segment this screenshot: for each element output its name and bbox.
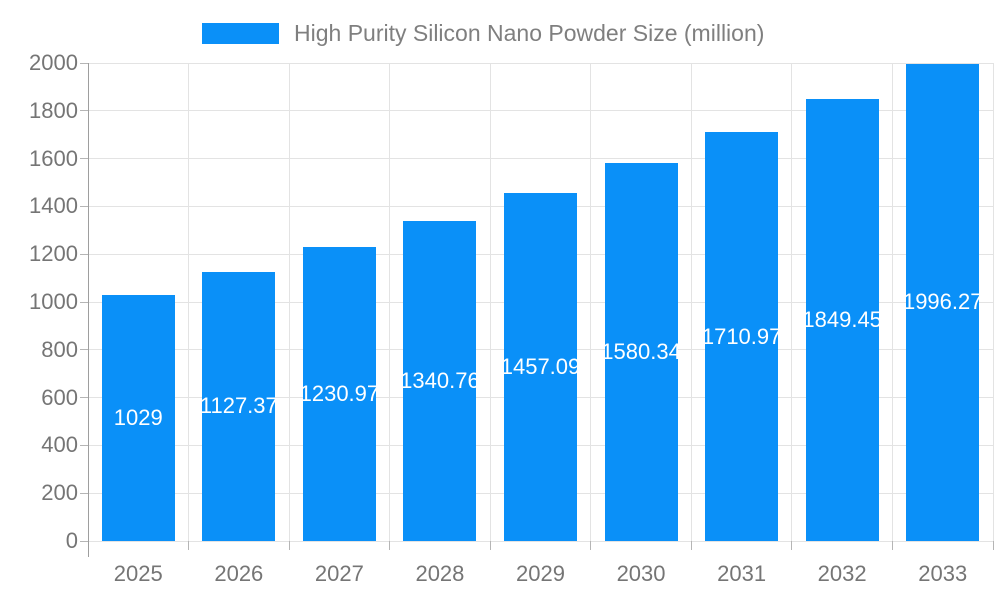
bar-value-label: 1710.97 [705,323,779,349]
bar-value-label: 1029 [113,405,163,431]
bar-2031[interactable]: 1710.97 [705,132,779,541]
v-gridline [891,63,893,541]
y-axis-label: 400 [41,432,78,458]
y-axis-label: 1000 [29,289,78,314]
y-axis-tick [80,205,88,207]
v-gridline [590,63,592,541]
y-axis-tick [80,540,88,542]
v-gridline [992,63,994,541]
y-axis-tick [80,253,88,255]
bar-value-label: 1996.27 [906,289,980,315]
x-axis-tick [489,541,491,550]
y-axis-tick [80,62,88,64]
x-axis-tick [891,541,893,550]
bar-2029[interactable]: 1457.09 [504,192,577,541]
bar-2027[interactable]: 1230.97 [302,246,376,541]
x-axis-label: 2030 [616,561,666,586]
h-gridline [88,158,993,160]
y-axis-tick [80,492,88,494]
h-gridline [88,540,993,542]
y-axis-tick [80,444,88,446]
y-axis-label: 1400 [29,193,78,219]
x-axis-label: 2027 [314,561,364,586]
bar-value-label: 1457.09 [504,353,577,379]
bar-2025[interactable]: 1029 [101,295,175,541]
y-axis-label: 800 [41,336,78,362]
bar-value-label: 1230.97 [302,380,376,406]
y-axis-tick [80,110,88,112]
y-axis-label: 200 [41,480,78,506]
chart-legend-item[interactable]: High Purity Silicon Nano Powder Size (mi… [202,18,764,48]
bar-value-label: 1849.45 [805,306,879,332]
bar-2026[interactable]: 1127.37 [202,271,276,541]
x-axis-label: 2033 [918,561,968,586]
x-axis-tick [188,541,190,550]
y-axis-line [88,63,89,557]
y-axis-tick [80,301,88,303]
v-gridline [389,63,391,541]
y-axis-label: 0 [65,528,78,553]
x-axis-label: 2026 [214,561,264,586]
y-axis-label: 600 [41,384,78,410]
h-gridline [88,110,993,112]
bar-2032[interactable]: 1849.45 [805,98,879,541]
v-gridline [791,63,793,541]
bar-value-label: 1340.76 [403,367,477,393]
y-axis-label: 1600 [29,145,78,171]
x-axis-tick [992,541,994,550]
x-axis-tick [389,541,391,550]
x-axis-tick [288,541,290,550]
y-axis-label: 2000 [29,50,78,75]
x-axis-label: 2028 [415,561,465,586]
bar-value-label: 1580.34 [604,339,678,365]
x-axis-label: 2031 [717,561,767,586]
v-gridline [188,63,190,541]
x-axis-tick [690,541,692,550]
x-axis-label: 2032 [817,561,867,586]
y-axis-tick [80,158,88,160]
x-axis-tick [590,541,592,550]
y-axis-label: 1200 [29,241,78,267]
h-gridline [88,62,993,64]
bar-2033[interactable]: 1996.27 [906,63,980,541]
bar-value-label: 1127.37 [202,393,276,419]
legend-swatch [202,22,279,44]
y-axis-tick [80,397,88,399]
plot-area: 0 200 400 600 800 1000 1200 1400 1600 1800 2000 102… [29,52,994,585]
x-axis-label: 2025 [113,561,163,586]
bar-2028[interactable]: 1340.76 [403,220,477,541]
v-gridline [690,63,692,541]
v-gridline [489,63,491,541]
x-axis-label: 2029 [516,561,565,586]
y-axis-label: 1800 [29,97,78,123]
bar-2030[interactable]: 1580.34 [604,163,678,541]
y-axis-tick [80,349,88,351]
v-gridline [288,63,290,541]
legend-label: High Purity Silicon Nano Powder Size (mi… [294,19,765,46]
x-axis-tick [791,541,793,550]
